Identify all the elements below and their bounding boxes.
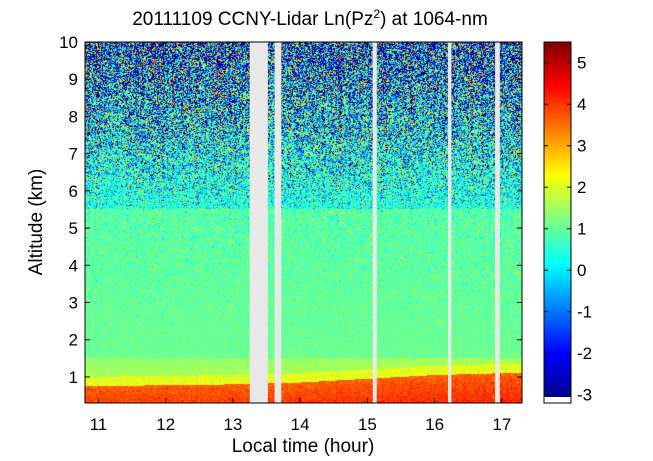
y-tick-label: 7 <box>69 145 78 164</box>
y-tick-label: 6 <box>69 182 78 201</box>
y-tick-label: 9 <box>69 70 78 89</box>
colorbar-gradient <box>544 42 571 397</box>
colorbar-tick-label: -2 <box>577 344 592 363</box>
y-axis-title: Altitude (km) <box>26 169 47 276</box>
x-tick-label: 16 <box>425 415 444 434</box>
colorbar-missing-swatch <box>544 397 571 403</box>
x-tick-label: 17 <box>492 415 511 434</box>
data-gap-2 <box>274 42 282 403</box>
colorbar-tick-label: 3 <box>577 137 586 156</box>
y-tick-label: 4 <box>69 256 78 275</box>
x-tick-label: 13 <box>223 415 242 434</box>
data-gaps <box>249 42 500 403</box>
y-axis: 1 2 3 4 5 6 7 8 9 10 <box>59 33 522 387</box>
colorbar-tick-label: 1 <box>577 220 586 239</box>
x-tick-label: 15 <box>358 415 377 434</box>
colorbar-tick-label: 2 <box>577 178 586 197</box>
data-gap-4 <box>448 42 452 403</box>
data-gap-5 <box>495 42 500 403</box>
colorbar-tick-label: -3 <box>577 386 592 405</box>
y-tick-label: 2 <box>69 331 78 350</box>
colorbar-tick-label: -1 <box>577 303 592 322</box>
data-gap-1 <box>249 42 268 403</box>
x-tick-label: 14 <box>291 415 310 434</box>
chart-title: 20111109 CCNY-Lidar Ln(Pz2) at 1064-nm <box>132 7 488 30</box>
colorbar-tick-label: 5 <box>577 54 586 73</box>
y-tick-label: 10 <box>59 33 78 52</box>
y-tick-label: 8 <box>69 107 78 126</box>
x-axis: 11 12 13 14 15 16 17 <box>90 42 511 434</box>
y-tick-label: 3 <box>69 294 78 313</box>
data-gap-3 <box>372 42 377 403</box>
title-superscript: 2 <box>373 7 380 21</box>
heatmap-image <box>85 42 522 403</box>
y-tick-label: 5 <box>69 219 78 238</box>
x-tick-label: 11 <box>90 415 108 434</box>
colorbar-frame <box>543 41 572 404</box>
x-tick-label: 12 <box>156 415 175 434</box>
colorbar-tick-label: 4 <box>577 95 586 114</box>
plot-frame <box>84 41 523 404</box>
x-axis-title: Local time (hour) <box>232 436 375 457</box>
y-tick-label: 1 <box>69 368 78 387</box>
colorbar-tick-label: 0 <box>577 261 586 280</box>
colorbar: -3 -2 -1 0 1 2 3 4 5 <box>543 41 592 405</box>
colorbar-ticks: -3 -2 -1 0 1 2 3 4 5 <box>544 54 592 405</box>
